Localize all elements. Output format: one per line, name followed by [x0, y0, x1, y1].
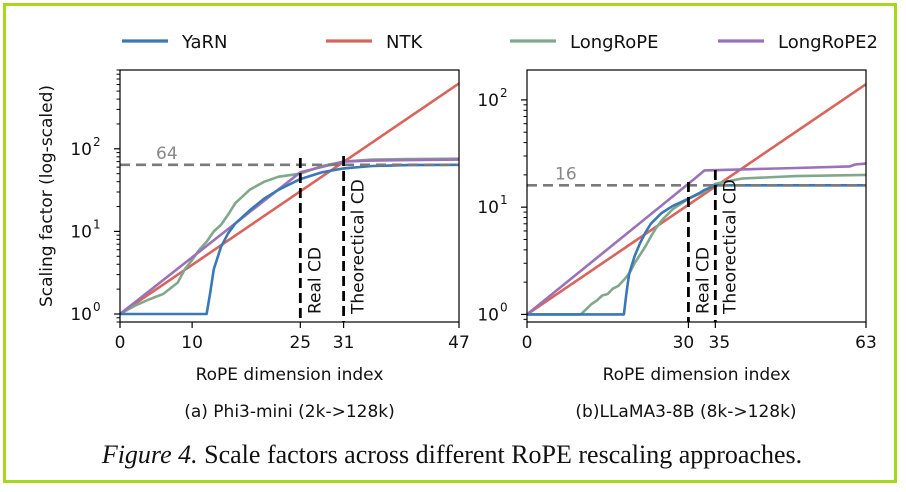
caption-figure-label: Figure 4.: [101, 440, 198, 469]
y-tick-label: 10: [70, 222, 92, 242]
series-line-ntk: [527, 83, 866, 316]
hline-label: 16: [555, 164, 577, 184]
series-line-yarn: [120, 163, 459, 316]
x-tick-label: 30: [673, 333, 695, 353]
panel-a-title: (a) Phi3-mini (2k->128k): [184, 402, 395, 422]
vline-label-theoretical-cd: Theorectical CD: [349, 179, 369, 315]
x-tick-label: 31: [333, 333, 355, 353]
panel-a-xlabel: RoPE dimension index: [196, 365, 384, 385]
caption-text: Scale factors across different RoPE resc…: [198, 440, 803, 469]
panel-b-title: (b)LLaMA3-8B (8k->128k): [575, 402, 796, 422]
y-tick-exponent: 1: [93, 217, 101, 231]
y-tick-exponent: 2: [93, 135, 101, 149]
panel-a-ylabel: Scaling factor (log-scaled): [37, 85, 57, 307]
y-tick-label: 10: [477, 198, 499, 218]
y-tick-exponent: 2: [500, 86, 508, 100]
x-tick-label: 47: [448, 333, 470, 353]
vline-label-theoretical-cd: Theorectical CD: [720, 179, 740, 315]
y-tick-label: 10: [477, 91, 499, 111]
y-tick-exponent: 0: [500, 300, 508, 314]
y-tick-label: 10: [70, 140, 92, 160]
legend-label-longrope: LongRoPE: [570, 32, 659, 53]
panel-a-frame: [119, 69, 460, 323]
panel-b-plot: 16 Real CD Theorectical CD: [527, 83, 866, 322]
series-line-longrope2: [120, 158, 459, 316]
y-tick-exponent: 1: [500, 193, 508, 207]
x-tick-label: 35: [709, 333, 731, 353]
legend: YaRN NTK LongRoPE LongRoPE2: [122, 32, 878, 53]
y-tick-label: 10: [70, 305, 92, 325]
vline-label-real-cd: Real CD: [693, 247, 713, 314]
figure-caption: Figure 4. Scale factors across different…: [101, 440, 802, 469]
y-tick-exponent: 0: [93, 300, 101, 314]
x-tick-label: 63: [855, 333, 877, 353]
hline-label: 64: [156, 144, 178, 164]
panel-b-xlabel: RoPE dimension index: [603, 365, 791, 385]
vline-label-real-cd: Real CD: [305, 247, 325, 314]
panel-b-frame: [526, 69, 867, 323]
legend-label-ntk: NTK: [386, 32, 423, 53]
legend-label-yarn: YaRN: [181, 32, 228, 53]
series-line-yarn: [527, 184, 866, 316]
x-tick-label: 25: [289, 333, 311, 353]
x-tick-label: 0: [522, 333, 533, 353]
legend-label-longrope2: LongRoPE2: [778, 32, 878, 53]
panel-a-plot: 64 Real CD Theorectical CD: [120, 82, 459, 322]
series-line-longrope2: [527, 162, 866, 316]
x-tick-label: 10: [181, 333, 203, 353]
x-tick-label: 0: [115, 333, 126, 353]
series-line-ntk: [120, 82, 459, 316]
figure-frame: [3, 3, 897, 483]
y-tick-label: 10: [477, 305, 499, 325]
